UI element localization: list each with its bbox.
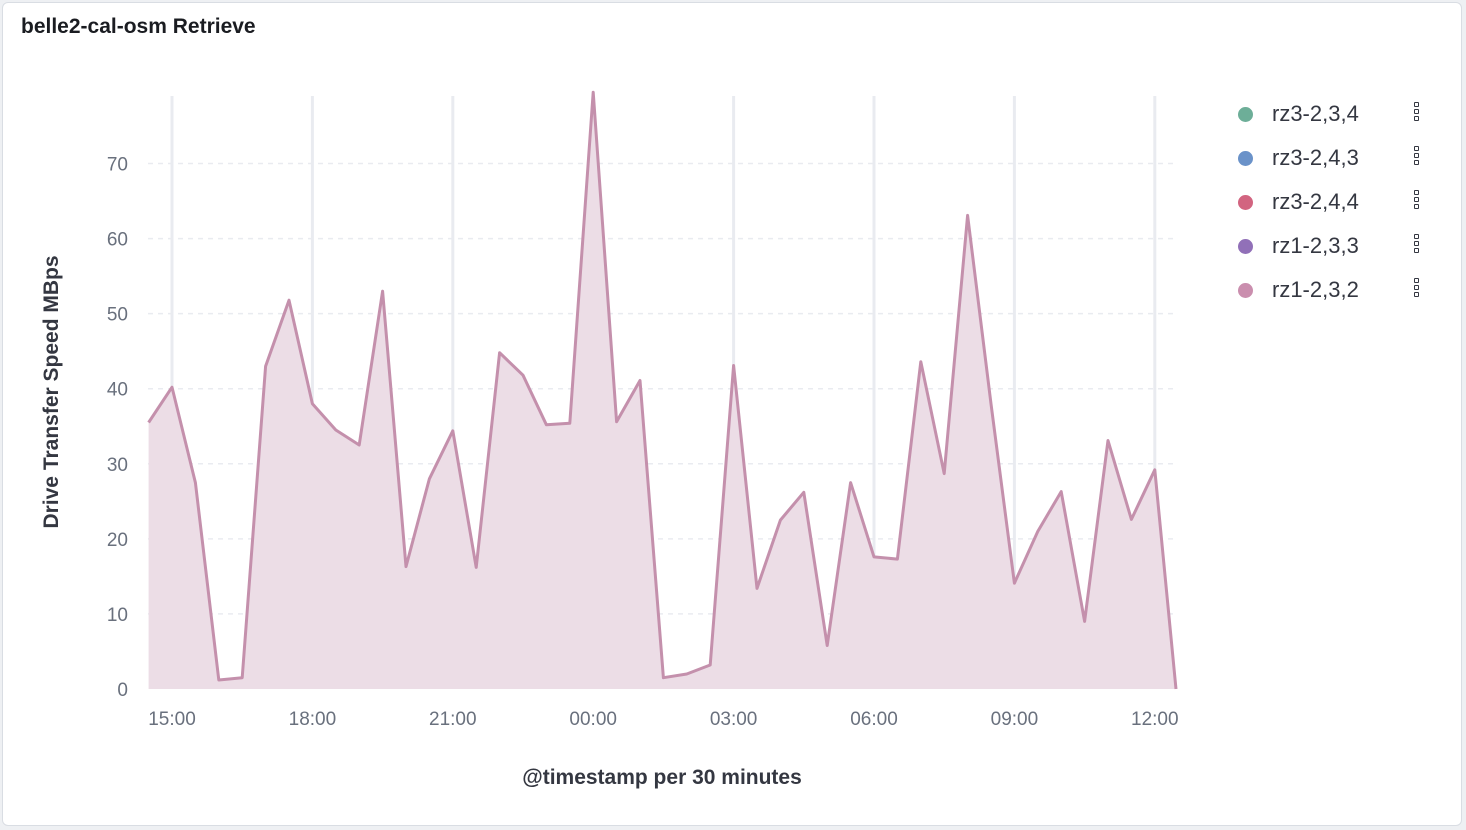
x-axis-title: @timestamp per 30 minutes — [522, 766, 802, 789]
vertical-dots-icon[interactable] — [1414, 146, 1422, 170]
y-tick-label: 0 — [117, 680, 128, 701]
series-fill — [148, 92, 1177, 689]
legend-item[interactable]: rz1-2,3,3 — [1238, 224, 1438, 268]
y-tick-label: 50 — [107, 305, 128, 326]
legend-item[interactable]: rz3-2,3,4 — [1238, 92, 1438, 136]
legend-item[interactable]: rz1-2,3,2 — [1238, 268, 1438, 312]
legend-color-dot — [1238, 238, 1253, 254]
legend-color-dot — [1238, 106, 1253, 122]
x-tick-label: 09:00 — [991, 709, 1039, 730]
series-area — [147, 90, 1178, 690]
x-tick-label: 12:00 — [1131, 709, 1179, 730]
legend-item[interactable]: rz3-2,4,4 — [1238, 180, 1438, 224]
y-tick-label: 60 — [107, 230, 128, 251]
series-line — [147, 90, 1178, 690]
x-tick-label: 06:00 — [850, 709, 898, 730]
legend-color-dot — [1238, 282, 1253, 298]
y-axis-title: Drive Transfer Speed MBps — [40, 255, 63, 528]
legend: rz3-2,3,4 rz3-2,4,3 rz3-2,4,4 rz1-2,3,3 rz1-… — [1238, 92, 1438, 312]
x-tick-label: 00:00 — [569, 709, 617, 730]
x-tick-label: 15:00 — [148, 709, 196, 730]
vertical-dots-icon[interactable] — [1414, 102, 1422, 126]
x-axis-ticks: 15:00 18:00 21:00 00:00 03:00 06:00 09:00 12:00 — [148, 709, 1178, 730]
x-tick-label: 21:00 — [429, 709, 477, 730]
y-tick-label: 40 — [107, 380, 128, 401]
y-axis-ticks: 0 10 20 30 40 50 60 70 — [107, 155, 128, 701]
legend-label: rz1-2,3,2 — [1272, 277, 1359, 302]
vertical-dots-icon[interactable] — [1414, 234, 1422, 258]
x-tick-label: 03:00 — [710, 709, 758, 730]
y-tick-label: 70 — [107, 155, 128, 176]
legend-color-dot — [1238, 194, 1253, 210]
legend-label: rz3-2,3,4 — [1272, 101, 1359, 126]
legend-label: rz3-2,4,4 — [1272, 189, 1359, 214]
x-tick-label: 18:00 — [289, 709, 337, 730]
y-tick-label: 30 — [107, 455, 128, 476]
legend-label: rz3-2,4,3 — [1272, 145, 1359, 170]
y-tick-label: 10 — [107, 605, 128, 626]
legend-item[interactable]: rz3-2,4,3 — [1238, 136, 1438, 180]
y-tick-label: 20 — [107, 530, 128, 551]
legend-color-dot — [1238, 150, 1253, 166]
vertical-dots-icon[interactable] — [1414, 278, 1422, 302]
vertical-dots-icon[interactable] — [1414, 190, 1422, 214]
panel-title: belle2-cal-osm Retrieve — [21, 15, 256, 38]
legend-label: rz1-2,3,3 — [1272, 233, 1359, 258]
